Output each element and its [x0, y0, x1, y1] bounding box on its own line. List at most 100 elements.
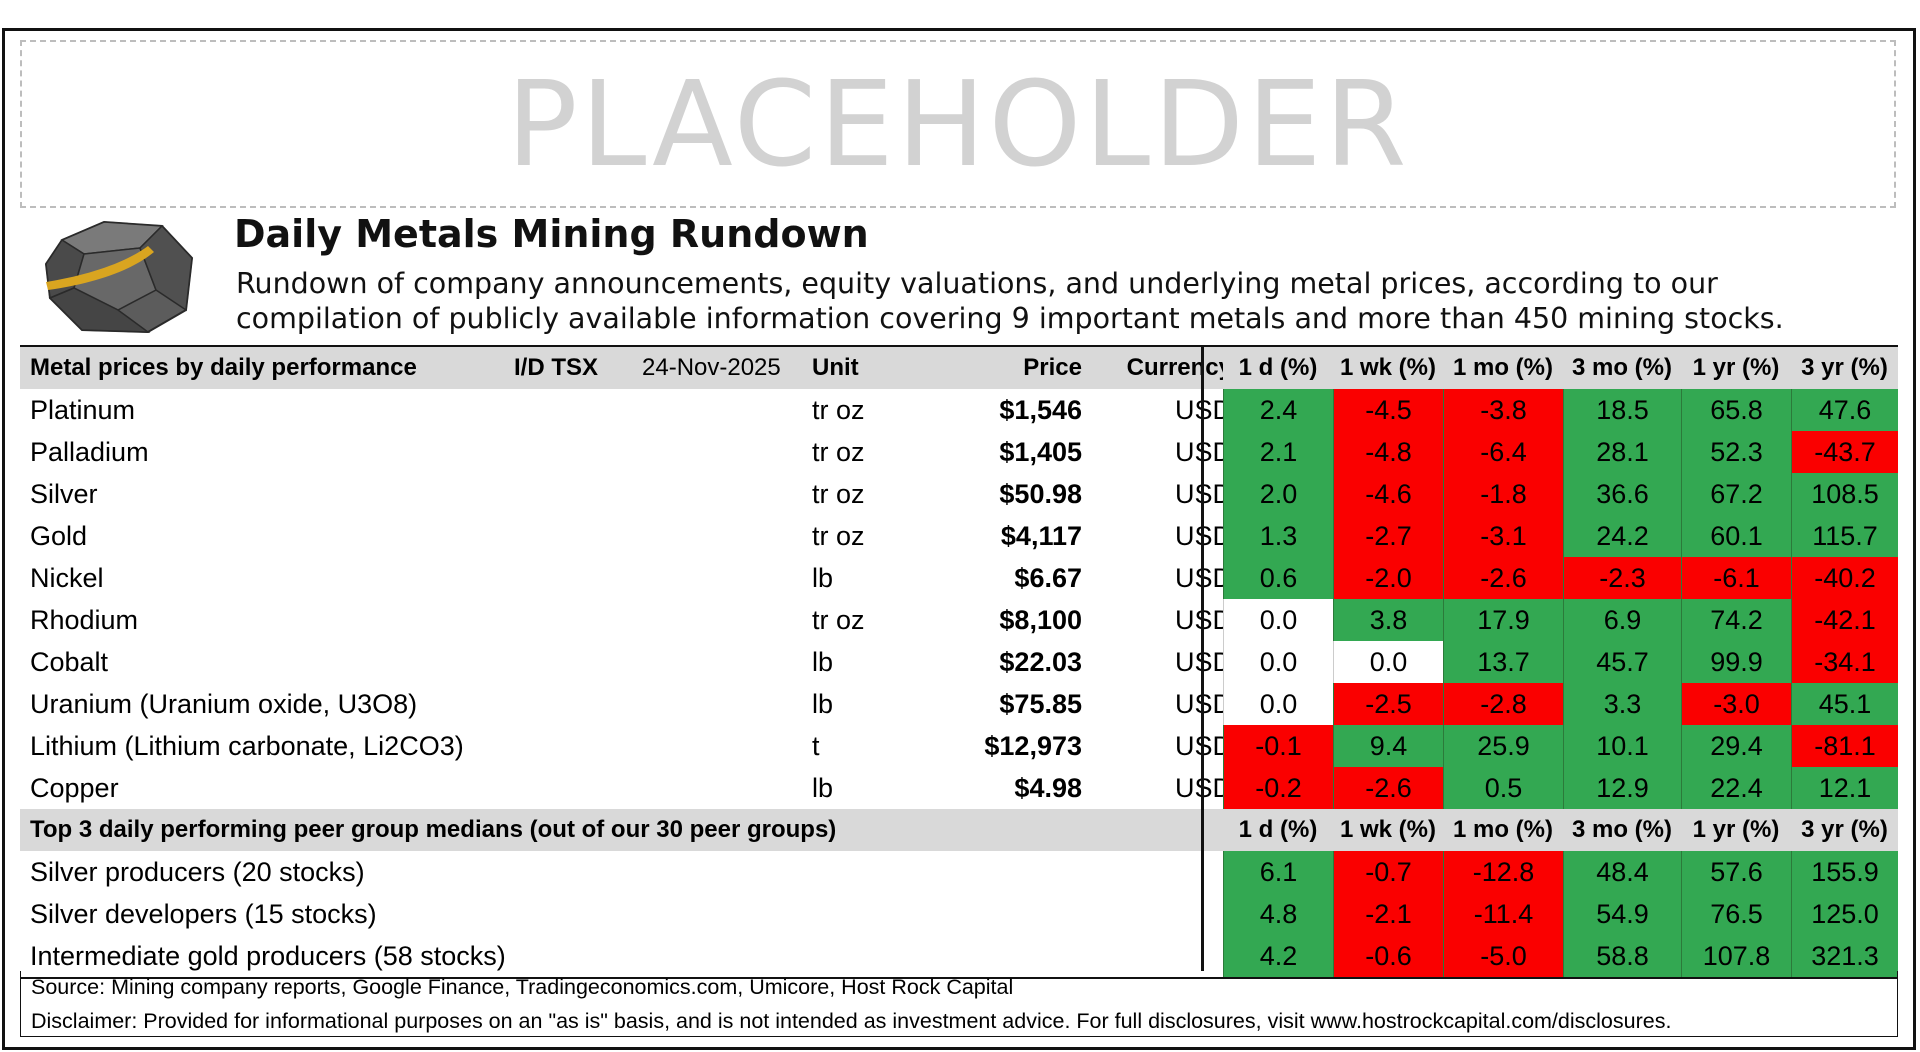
banner-placeholder: PLACEHOLDER	[20, 40, 1896, 208]
metals-table: Metal prices by daily performance I/D TS…	[20, 345, 1898, 979]
metal-name: Uranium (Uranium oxide, U3O8)	[30, 689, 418, 719]
metal-currency: USD	[1086, 473, 1232, 515]
metal-price: $1,546	[999, 395, 1082, 425]
pct-change-cell: 76.5	[1681, 893, 1791, 935]
metal-price: $50.98	[999, 479, 1082, 509]
pct-column-header: 1 yr (%)	[1681, 809, 1791, 851]
pct-change-cell: -2.0	[1333, 557, 1443, 599]
pct-change-cell: 22.4	[1681, 767, 1791, 809]
pct-change-cell: 25.9	[1443, 725, 1563, 767]
pct-change-cell: 45.1	[1791, 683, 1898, 725]
disclaimer-note: Disclaimer: Provided for informational p…	[31, 1009, 1672, 1033]
peer-rows: Silver producers (20 stocks) 6.1 -0.7 -12.8…	[20, 851, 1898, 977]
pct-change-cell: 0.0	[1223, 683, 1333, 725]
metal-row: Nickel lb $6.67USD0.6-2.0-2.6-2.3-6.1-40.2	[20, 557, 1898, 599]
page-subtitle: Rundown of company announcements, equity…	[236, 266, 1896, 336]
metal-name: Cobalt	[30, 647, 109, 677]
metal-name: Platinum	[30, 395, 136, 425]
pct-change-cell: -5.0	[1443, 935, 1563, 977]
peer-table-header: Top 3 daily performing peer group median…	[20, 809, 1898, 851]
pct-change-cell: 2.0	[1223, 473, 1333, 515]
subtitle-line-1: Rundown of company announcements, equity…	[236, 267, 1718, 300]
metal-currency: USD	[1086, 515, 1232, 557]
pct-change-cell: 0.5	[1443, 767, 1563, 809]
pct-change-cell: 0.0	[1333, 641, 1443, 683]
metal-row: Palladium tr oz $1,405USD2.1-4.8-6.428.152…	[20, 431, 1898, 473]
pct-change-cell: 60.1	[1681, 515, 1791, 557]
pct-change-cell: 6.1	[1223, 851, 1333, 893]
pct-change-cell: 12.9	[1563, 767, 1681, 809]
metal-row: Uranium (Uranium oxide, U3O8) lb $75.85USD…	[20, 683, 1898, 725]
pct-change-cell: -2.1	[1333, 893, 1443, 935]
metal-unit: tr oz	[812, 395, 865, 425]
pct-change-cell: 24.2	[1563, 515, 1681, 557]
pct-change-cell: 1.3	[1223, 515, 1333, 557]
table-date: 24-Nov-2025	[642, 354, 781, 381]
pct-change-cell: 108.5	[1791, 473, 1898, 515]
source-note: Source: Mining company reports, Google F…	[31, 975, 1014, 999]
pct-column-header: 1 d (%)	[1223, 809, 1333, 851]
pct-change-cell: 52.3	[1681, 431, 1791, 473]
metal-unit: lb	[812, 773, 834, 803]
pct-change-cell: 48.4	[1563, 851, 1681, 893]
peer-group-name: Silver developers (15 stocks)	[30, 899, 377, 929]
exchange-label: I/D TSX	[514, 354, 599, 381]
pct-change-cell: 18.5	[1563, 389, 1681, 431]
metal-currency: USD	[1086, 767, 1232, 809]
metal-unit: tr oz	[812, 605, 865, 635]
pct-change-cell: -6.4	[1443, 431, 1563, 473]
pct-change-cell: 58.8	[1563, 935, 1681, 977]
metal-currency: USD	[1086, 725, 1232, 767]
metal-name: Rhodium	[30, 605, 139, 635]
pct-change-cell: 6.9	[1563, 599, 1681, 641]
pct-change-cell: -42.1	[1791, 599, 1898, 641]
metal-row: Copper lb $4.98USD-0.2-2.60.512.922.412.1	[20, 767, 1898, 809]
metal-name: Palladium	[30, 437, 149, 467]
pct-change-cell: 13.7	[1443, 641, 1563, 683]
pct-column-header: 3 mo (%)	[1563, 347, 1681, 389]
pct-change-cell: 45.7	[1563, 641, 1681, 683]
pct-change-cell: 67.2	[1681, 473, 1791, 515]
metal-currency: USD	[1086, 683, 1232, 725]
metal-row: Rhodium tr oz $8,100USD0.03.817.96.974.2-4…	[20, 599, 1898, 641]
pct-column-header: 3 yr (%)	[1791, 347, 1898, 389]
pct-change-cell: 3.8	[1333, 599, 1443, 641]
metal-row: Silver tr oz $50.98USD2.0-4.6-1.836.667.21…	[20, 473, 1898, 515]
peer-group-name: Silver producers (20 stocks)	[30, 857, 365, 887]
page-title: Daily Metals Mining Rundown	[234, 212, 869, 256]
pct-change-cell: -0.7	[1333, 851, 1443, 893]
pct-change-cell: 9.4	[1333, 725, 1443, 767]
table-divider	[1201, 345, 1204, 971]
footer: Source: Mining company reports, Google F…	[20, 971, 1898, 1037]
metal-unit: lb	[812, 563, 834, 593]
pct-change-cell: 2.1	[1223, 431, 1333, 473]
metal-price: $8,100	[999, 605, 1082, 635]
pct-change-cell: 65.8	[1681, 389, 1791, 431]
metal-name: Gold	[30, 521, 88, 551]
metal-name: Silver	[30, 479, 98, 509]
metal-name: Nickel	[30, 563, 104, 593]
pct-change-cell: 47.6	[1791, 389, 1898, 431]
pct-change-cell: 10.1	[1563, 725, 1681, 767]
rock-logo-icon	[44, 220, 194, 334]
pct-change-cell: -0.1	[1223, 725, 1333, 767]
metal-row: Platinum tr oz $1,546USD2.4-4.5-3.818.565.…	[20, 389, 1898, 431]
pct-column-header: 1 wk (%)	[1333, 809, 1443, 851]
metal-price: $4,117	[1000, 521, 1082, 551]
pct-column-header: 1 yr (%)	[1681, 347, 1791, 389]
pct-change-cell: -34.1	[1791, 641, 1898, 683]
pct-change-cell: 115.7	[1791, 515, 1898, 557]
pct-column-header: 1 d (%)	[1223, 347, 1333, 389]
pct-change-cell: -4.6	[1333, 473, 1443, 515]
pct-change-cell: 2.4	[1223, 389, 1333, 431]
pct-change-cell: -2.6	[1443, 557, 1563, 599]
pct-change-cell: -3.1	[1443, 515, 1563, 557]
metal-row: Gold tr oz $4,117USD1.3-2.7-3.124.260.1115…	[20, 515, 1898, 557]
pct-change-cell: 107.8	[1681, 935, 1791, 977]
pct-change-cell: -40.2	[1791, 557, 1898, 599]
pct-change-cell: 321.3	[1791, 935, 1898, 977]
metal-currency: USD	[1086, 599, 1232, 641]
peer-row: Silver producers (20 stocks) 6.1 -0.7 -12.8…	[20, 851, 1898, 893]
metal-unit: tr oz	[812, 521, 865, 551]
